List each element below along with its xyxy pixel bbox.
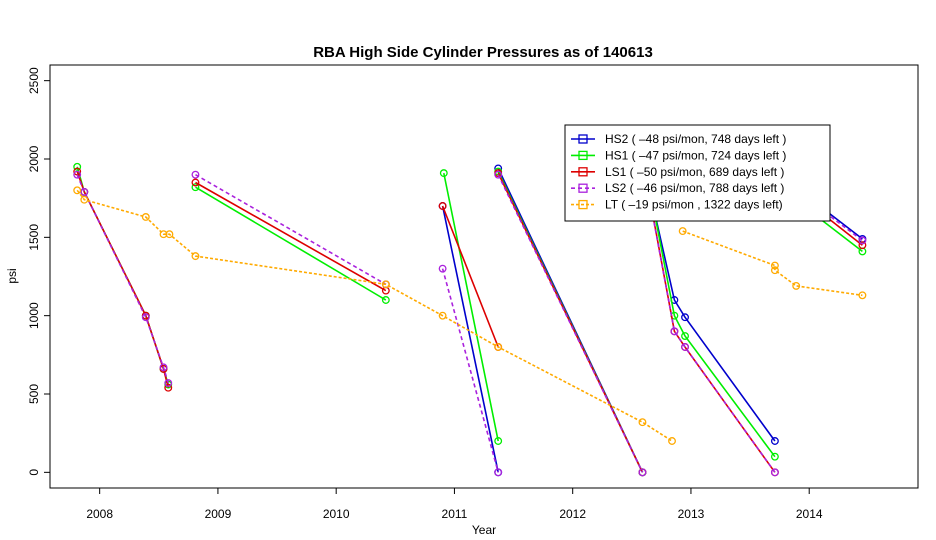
y-axis: 0 500 1000 1500 2000 2500 [27, 67, 50, 476]
series-4 [73, 186, 867, 445]
series-line [682, 230, 863, 297]
legend: HS2 ( –48 psi/mon, 748 days left ) HS1 ( … [564, 124, 831, 222]
legend-swatch-marker [578, 167, 588, 177]
y-tick-label: 2000 [27, 145, 41, 172]
legend-entry: LT ( –19 psi/mon , 1322 days left) [605, 198, 783, 212]
legend-entry: HS1 ( –47 psi/mon, 724 days left ) [605, 148, 786, 162]
x-tick-label: 2013 [678, 507, 705, 521]
data-point [141, 213, 150, 221]
data-point [438, 311, 447, 320]
series-line [641, 160, 776, 473]
data-point [73, 170, 82, 179]
chart-title: RBA High Side Cylinder Pressures as of 1… [313, 44, 653, 61]
series-line [497, 174, 644, 473]
data-point [494, 468, 503, 477]
series-line [441, 205, 499, 348]
data-point [80, 187, 89, 196]
data-point [858, 241, 867, 250]
series-line [441, 205, 499, 473]
y-tick-label: 1000 [27, 302, 41, 329]
x-tick-label: 2014 [796, 507, 823, 521]
x-axis: 2008 2009 2010 2011 2012 2013 2014 [86, 488, 823, 521]
data-point [159, 363, 168, 372]
legend-swatch-marker [578, 150, 588, 161]
x-tick-label: 2011 [442, 507, 468, 521]
data-point [770, 468, 779, 477]
y-tick-label: 1500 [27, 224, 41, 251]
y-axis-label: psi [5, 268, 19, 283]
data-point [439, 169, 448, 178]
legend-entry: LS1 ( –50 psi/mon, 689 days left ) [605, 165, 784, 179]
data-point [494, 170, 503, 179]
data-point [858, 247, 867, 256]
legend-swatch-marker [578, 183, 588, 193]
data-point [381, 296, 390, 304]
series-line [195, 181, 387, 292]
plot-area-border [49, 64, 919, 489]
series-line [195, 174, 387, 285]
series-line [774, 174, 863, 242]
series-line [76, 171, 170, 388]
data-point [858, 291, 867, 300]
data-point [191, 252, 200, 261]
legend-entry: LS2 ( –46 psi/mon, 788 days left ) [605, 181, 784, 195]
series-line [195, 186, 387, 301]
data-point [770, 452, 779, 461]
data-point [73, 162, 82, 171]
data-point [438, 264, 447, 273]
x-tick-label: 2012 [559, 507, 586, 521]
data-point [191, 183, 200, 192]
data-point [159, 230, 168, 239]
series-line [443, 172, 499, 442]
series-line [76, 166, 170, 385]
x-tick-label: 2008 [86, 507, 113, 521]
data-point [770, 261, 779, 270]
legend-entry: HS2 ( –48 psi/mon, 748 days left ) [605, 132, 786, 146]
data-point [381, 280, 390, 289]
data-point [681, 343, 689, 351]
data-point [191, 170, 200, 179]
data-point [191, 178, 200, 187]
data-point [770, 437, 779, 445]
data-point [681, 332, 689, 340]
data-point [681, 313, 689, 322]
data-point [80, 195, 89, 204]
series-line [641, 151, 776, 458]
data-point [792, 281, 801, 290]
data-point [164, 379, 173, 387]
x-tick-label: 2010 [323, 507, 350, 521]
data-point [668, 437, 676, 445]
legend-box [564, 124, 831, 222]
data-point [141, 313, 150, 322]
data-point [638, 418, 647, 427]
series-3 [73, 156, 867, 477]
series-line [76, 189, 673, 442]
y-tick-label: 0 [27, 469, 41, 476]
x-axis-label: Year [472, 523, 496, 537]
data-point [678, 227, 687, 236]
y-tick-label: 2500 [27, 67, 41, 94]
data-point [381, 286, 390, 295]
data-point [770, 266, 779, 275]
data-point [494, 343, 503, 351]
y-tick-label: 500 [27, 384, 41, 404]
data-point [670, 327, 679, 336]
data-point [858, 236, 867, 245]
data-point [165, 230, 174, 239]
series-line [441, 268, 499, 473]
legend-swatch-marker [578, 199, 588, 210]
data-point [73, 186, 82, 195]
data-point [494, 437, 503, 445]
data-point [164, 383, 173, 392]
x-tick-label: 2009 [205, 507, 232, 521]
data-point [438, 202, 447, 210]
data-point [638, 468, 647, 477]
legend-swatch-marker [578, 134, 588, 144]
